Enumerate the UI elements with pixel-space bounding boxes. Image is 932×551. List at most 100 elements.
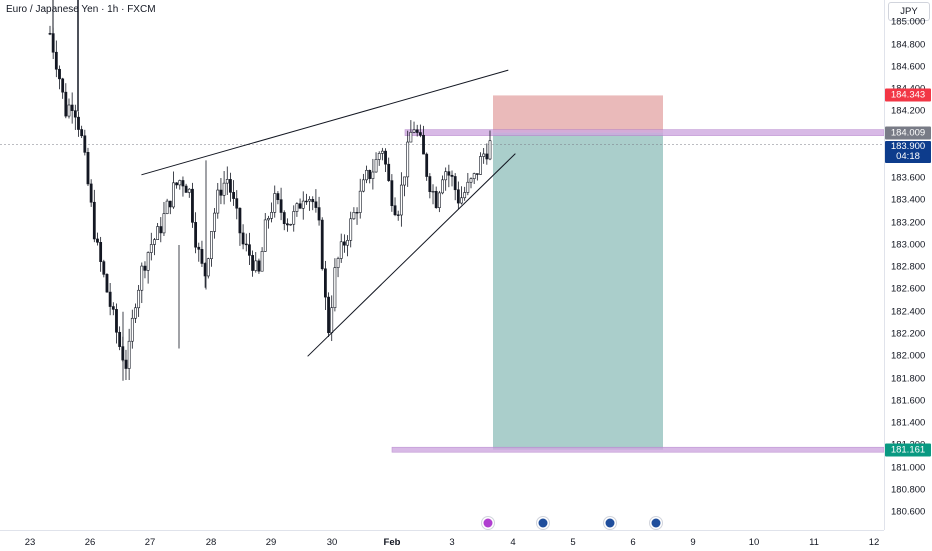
time-axis[interactable]: 23 26 27 28 29 30 Feb 3 4 5 6 9 10 11 12 [0, 530, 884, 551]
candle-body [111, 306, 115, 310]
currency-button[interactable]: JPY [888, 2, 930, 21]
candle-body [156, 226, 160, 240]
candle-body [320, 219, 324, 270]
candle-body [282, 212, 286, 225]
candle-body [368, 169, 372, 179]
price-axis[interactable]: JPY 185.000184.800184.600184.400184.2001… [884, 0, 932, 530]
candle-body [194, 222, 198, 248]
candle-body [279, 199, 283, 213]
price-tick-label: 183.600 [891, 172, 926, 184]
candle-body [444, 171, 448, 181]
candle-body [219, 189, 223, 196]
candle-body [184, 185, 188, 193]
economic-event-icon [605, 518, 615, 528]
candle-body [434, 190, 438, 208]
candle-body [96, 238, 99, 243]
price-tick-label: 180.600 [891, 506, 926, 518]
candle-body [305, 200, 308, 203]
candle-body [102, 261, 106, 275]
candle-body [336, 258, 340, 268]
candle-body [115, 309, 118, 333]
candle-body [396, 214, 400, 216]
candle-body [200, 249, 204, 264]
chart-title: Euro / Japanese Yen · 1h · FXCM [6, 4, 156, 15]
candle-body [143, 265, 147, 271]
candle-body [130, 317, 134, 342]
candle-body [191, 188, 194, 223]
current-price-value: 183.900 [890, 140, 926, 152]
candle-body [260, 251, 264, 272]
candle-body [352, 212, 356, 220]
time-tick-label: 3 [449, 537, 455, 548]
candle-body [61, 78, 65, 93]
axis-corner [884, 530, 932, 550]
price-tick-label: 184.800 [891, 39, 926, 51]
price-tick-label: 184.600 [891, 61, 926, 73]
candlestick-chart[interactable] [0, 0, 885, 530]
candle-body [342, 241, 346, 246]
candle-body [89, 183, 93, 203]
candle-body [273, 193, 277, 213]
candle-body [399, 184, 403, 216]
current-price-badge: 183.900 04:18 [885, 140, 931, 163]
time-tick-label: Feb [383, 537, 401, 548]
candle-body [418, 132, 422, 136]
candle-body [137, 289, 141, 309]
candle-body [311, 199, 315, 203]
price-tick-label: 183.400 [891, 194, 926, 206]
candle-body [431, 190, 435, 193]
candle-body [286, 223, 289, 226]
time-tick-label: 12 [868, 537, 880, 548]
take-profit-zone [493, 132, 663, 450]
candle-body [485, 153, 489, 160]
candle-body [213, 212, 217, 232]
candle-body [355, 212, 359, 214]
candle-body [406, 141, 410, 178]
candle-body [257, 260, 261, 272]
time-tick-label: 10 [748, 537, 760, 548]
candle-body [384, 150, 387, 165]
candle-body [127, 340, 131, 369]
candle-body [168, 200, 172, 208]
take-profit-badge: 181.161 [885, 443, 931, 457]
price-tick-label: 181.600 [891, 395, 926, 407]
candle-body [58, 68, 61, 80]
candle-body [298, 203, 302, 209]
chart-plot-area[interactable]: Euro / Japanese Yen · 1h · FXCM [0, 0, 885, 530]
candle-body [187, 188, 191, 193]
candle-body [216, 189, 220, 214]
candle-body [254, 260, 258, 271]
candle-body [222, 182, 226, 196]
candle-body [301, 200, 305, 209]
price-tick-label: 181.800 [891, 373, 926, 385]
price-tick-label: 182.000 [891, 350, 926, 362]
candle-body [377, 153, 381, 160]
candle-body [295, 203, 299, 212]
level-badge: 184.009 [885, 126, 931, 140]
candle-body [70, 104, 74, 111]
price-tick-label: 184.200 [891, 105, 926, 117]
candle-body [437, 192, 441, 208]
candle-body [105, 274, 109, 293]
candle-body [197, 246, 201, 250]
candle-body [225, 179, 229, 184]
candle-body [456, 189, 460, 204]
candle-body [99, 242, 103, 262]
support-trendline [307, 153, 516, 357]
economic-event-icon [538, 518, 548, 528]
candle-body [466, 181, 470, 193]
candle-body [390, 180, 394, 207]
candle-body [393, 205, 397, 216]
candle-body [244, 243, 248, 246]
candle-body [92, 201, 96, 240]
price-tick-label: 181.000 [891, 462, 926, 474]
candle-body [333, 267, 337, 308]
candle-body [86, 152, 90, 185]
candle-body [482, 153, 486, 157]
economic-event-icon [483, 518, 493, 528]
candle-body [460, 197, 463, 204]
candle-body [235, 198, 239, 209]
take-profit-band [391, 446, 885, 453]
candle-body [371, 171, 375, 179]
price-tick-label: 185.000 [891, 16, 926, 28]
